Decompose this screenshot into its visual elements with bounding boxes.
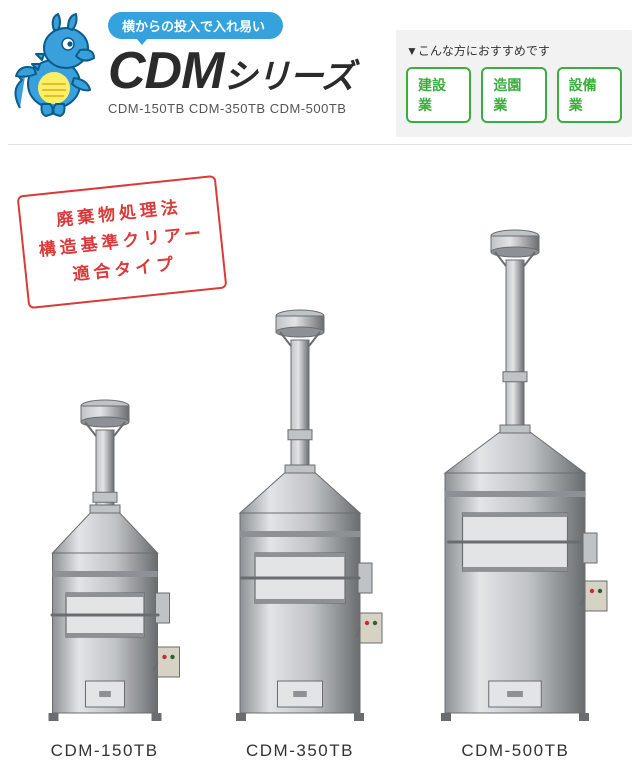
product-label: CDM-350TB (246, 741, 354, 761)
series-title: CDM シリーズ (108, 45, 354, 97)
recommend-box: ▼こんな方におすすめです 建設業 造園業 設備業 (396, 30, 632, 137)
tag-equipment: 設備業 (557, 67, 622, 123)
incinerator-icon (210, 283, 390, 723)
series-main: CDM (108, 45, 223, 97)
models-line: CDM-150TB CDM-350TB CDM-500TB (108, 101, 354, 116)
tag-construction: 建設業 (406, 67, 471, 123)
products-row: CDM-150TB (0, 193, 640, 765)
mascot-dragon-icon (8, 12, 104, 120)
incinerator-icon (25, 373, 185, 723)
product-label: CDM-150TB (51, 741, 159, 761)
product-CDM-500TB: CDM-500TB (415, 193, 615, 761)
banner: 横からの投入で入れ易い (108, 12, 283, 39)
product-label: CDM-500TB (461, 741, 569, 761)
series-sub: シリーズ (223, 60, 353, 94)
header: 横からの投入で入れ易い CDM シリーズ CDM-150TB CDM-350TB… (0, 0, 640, 136)
recommend-label: ▼こんな方におすすめです (406, 42, 622, 59)
incinerator-icon (415, 193, 615, 723)
product-CDM-150TB: CDM-150TB (25, 373, 185, 761)
recommend-tags: 建設業 造園業 設備業 (406, 67, 622, 123)
title-block: 横からの投入で入れ易い CDM シリーズ CDM-150TB CDM-350TB… (108, 12, 354, 116)
image-area: 廃棄物処理法 構造基準クリアー 適合タイプ (0, 145, 640, 765)
product-CDM-350TB: CDM-350TB (210, 283, 390, 761)
tag-landscaping: 造園業 (481, 67, 546, 123)
